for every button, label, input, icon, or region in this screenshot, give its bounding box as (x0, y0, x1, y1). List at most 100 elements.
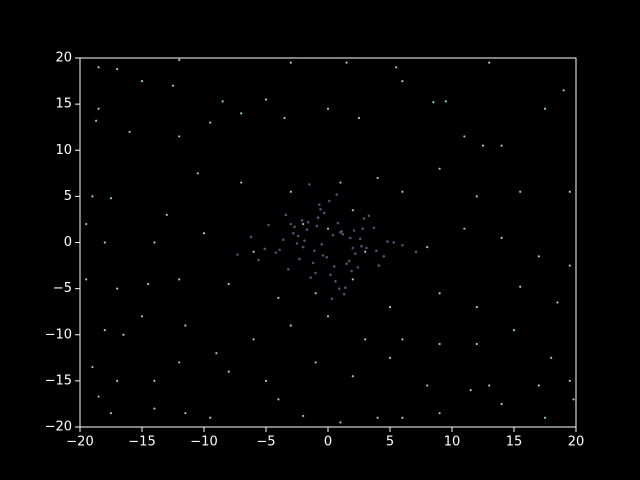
scatter-point (278, 248, 281, 252)
scatter-point (364, 338, 367, 341)
scatter-point (184, 324, 187, 327)
scatter-point (438, 292, 441, 295)
scatter-point (401, 416, 404, 419)
scatter-point (122, 333, 125, 336)
y-tick-label: 20 (55, 51, 72, 66)
scatter-point (257, 258, 260, 262)
scatter-point (361, 227, 365, 230)
scatter-point (140, 315, 144, 318)
y-tick-label: −5 (53, 281, 72, 296)
scatter-point (314, 361, 317, 364)
scatter-point (347, 259, 351, 263)
scatter-point (342, 292, 346, 296)
scatter-point (414, 250, 418, 254)
scatter-point (568, 379, 571, 382)
scatter-point (345, 61, 348, 64)
scatter-point (289, 190, 292, 193)
x-tick-label: 10 (444, 435, 461, 450)
scatter-point (327, 199, 331, 203)
scatter-point (475, 195, 478, 198)
scatter-point (165, 213, 168, 216)
scatter-point (240, 112, 243, 115)
scatter-point (196, 172, 199, 175)
scatter-point (356, 266, 360, 269)
scatter-point (318, 203, 321, 206)
scatter-point (550, 356, 553, 359)
scatter-point (386, 240, 389, 243)
scatter-point (116, 379, 119, 382)
scatter-point (376, 176, 379, 180)
scatter-point (97, 107, 100, 110)
scatter-point (488, 384, 491, 387)
scatter-point (95, 119, 98, 122)
scatter-point (572, 398, 575, 401)
scatter-point (116, 67, 119, 71)
scatter-point (267, 223, 270, 227)
x-tick-label: 5 (386, 435, 394, 450)
scatter-point (500, 144, 503, 147)
x-tick-label: −20 (66, 435, 93, 450)
scatter-point (209, 121, 212, 124)
scatter-point (339, 421, 342, 424)
scatter-point (488, 61, 491, 64)
scatter-point (463, 227, 466, 230)
scatter-point (306, 220, 310, 224)
plot-area (85, 58, 575, 424)
x-tick-label: 0 (324, 435, 332, 450)
scatter-point (91, 365, 94, 369)
scatter-point (336, 221, 340, 225)
y-tick-label: −15 (45, 373, 72, 388)
y-tick-label: 15 (55, 97, 72, 112)
scatter-point (85, 278, 88, 281)
scatter-point (109, 412, 113, 415)
scatter-point (308, 183, 311, 186)
scatter-point (178, 58, 181, 61)
scatter-point (353, 252, 357, 255)
scatter-point (562, 89, 565, 92)
scatter-point (153, 241, 156, 244)
scatter-point (91, 195, 94, 198)
y-tick-label: 10 (55, 143, 72, 158)
scatter-point (296, 234, 300, 238)
scatter-point (372, 226, 376, 230)
scatter-point (326, 315, 330, 318)
scatter-point (344, 286, 347, 290)
scatter-point (300, 219, 304, 222)
scatter-point (556, 301, 559, 304)
scatter-point (512, 329, 516, 332)
scatter-point (249, 235, 253, 239)
scatter-point (252, 250, 255, 253)
scatter-point (388, 305, 392, 309)
scatter-point (309, 276, 312, 279)
scatter-point (85, 222, 88, 226)
scatter-point (277, 296, 280, 299)
scatter-point (274, 251, 278, 254)
scatter-point (171, 84, 175, 87)
scatter-point (153, 379, 156, 382)
scatter-point (469, 389, 472, 392)
scatter-point (240, 181, 243, 184)
scatter-point (360, 244, 363, 248)
scatter-point (178, 135, 181, 138)
scatter-point (128, 130, 131, 133)
scatter-point (568, 190, 571, 193)
scatter-point (277, 398, 280, 401)
scatter-point (388, 356, 392, 359)
scatter-point (350, 269, 353, 273)
scatter-point (543, 416, 547, 419)
scatter-point (426, 246, 429, 249)
scatter-point (475, 305, 478, 309)
scatter-point (103, 329, 106, 332)
scatter-point (438, 342, 441, 346)
scatter-point (332, 265, 336, 268)
scatter-point (184, 412, 187, 415)
scatter-point (289, 222, 293, 226)
scatter-point (382, 255, 386, 258)
x-tick-label: −10 (190, 435, 217, 450)
scatter-point (109, 197, 113, 200)
scatter-point (341, 232, 345, 236)
scatter-point (147, 282, 150, 286)
scatter-point (568, 264, 571, 267)
scatter-point (329, 273, 332, 277)
